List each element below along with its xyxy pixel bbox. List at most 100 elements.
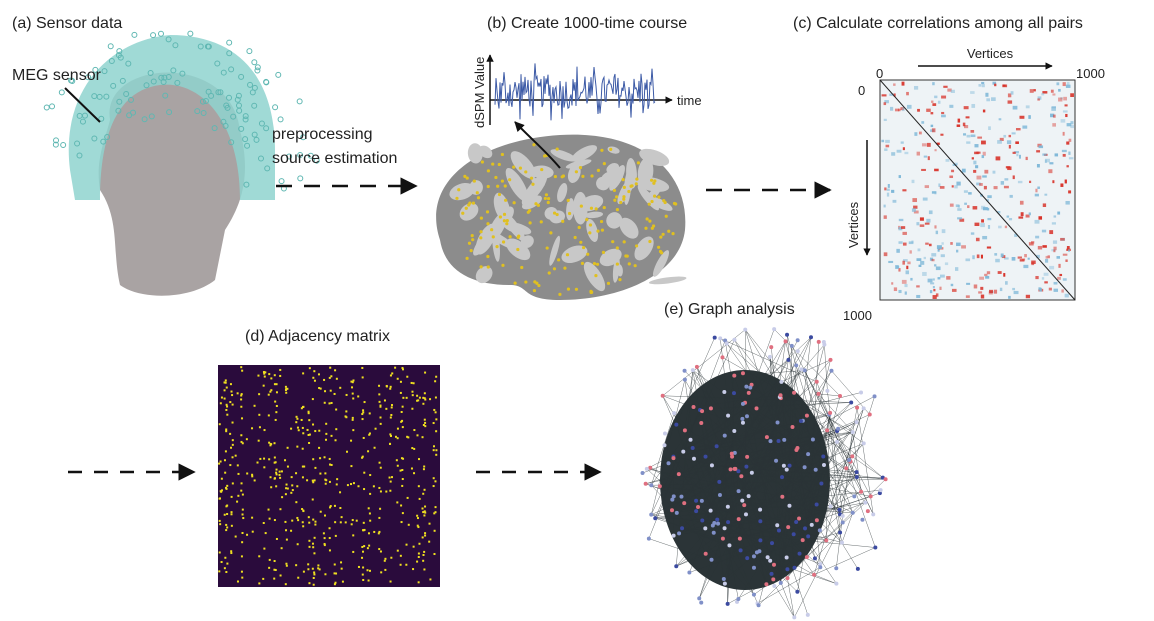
node [799, 419, 803, 423]
vertex [566, 253, 569, 256]
node [811, 438, 815, 442]
vertex [502, 240, 505, 243]
matrix-cell [292, 489, 294, 491]
matrix-cell [363, 488, 365, 490]
matrix-cell [1039, 288, 1041, 292]
matrix-cell [224, 567, 226, 569]
matrix-cell [413, 472, 415, 474]
node [726, 414, 730, 418]
matrix-cell [1029, 181, 1031, 183]
matrix-cell [330, 390, 332, 392]
matrix-cell [433, 485, 435, 487]
node [745, 455, 749, 459]
sensor [252, 60, 257, 65]
matrix-cell [287, 466, 289, 468]
matrix-cell [424, 419, 426, 421]
matrix-cell [218, 463, 220, 465]
vertex [481, 160, 484, 163]
vertex [540, 220, 543, 223]
node [658, 484, 662, 488]
node [785, 468, 789, 472]
matrix-cell [334, 393, 336, 395]
vertex [596, 229, 599, 232]
matrix-cell [931, 259, 934, 261]
matrix-cell [262, 578, 264, 580]
node [732, 429, 736, 433]
matrix-cell [242, 517, 244, 519]
matrix-cell [987, 218, 991, 220]
matrix-cell [964, 190, 968, 193]
matrix-cell [369, 512, 371, 514]
node [838, 394, 842, 398]
vertex [530, 177, 533, 180]
node [859, 490, 863, 494]
matrix-cell [335, 409, 337, 411]
matrix-cell [422, 397, 424, 399]
matrix-cell [1013, 152, 1016, 154]
matrix-cell [312, 424, 314, 426]
matrix-cell [274, 478, 276, 480]
matrix-cell [232, 456, 234, 458]
matrix-cell [435, 418, 437, 420]
vertex [650, 179, 653, 182]
matrix-cell [296, 416, 298, 418]
matrix-cell [275, 485, 277, 487]
vertex [547, 201, 550, 204]
matrix-cell [251, 517, 253, 519]
matrix-cell [916, 285, 920, 287]
matrix-cell [902, 261, 905, 265]
matrix-cell [417, 526, 419, 528]
matrix-cell [330, 505, 332, 507]
matrix-cell [416, 395, 418, 397]
matrix-cell [1023, 265, 1028, 268]
matrix-cell [368, 507, 370, 509]
matrix-cell [230, 383, 232, 385]
matrix-cell [390, 414, 392, 416]
matrix-cell [907, 262, 910, 265]
node [681, 450, 685, 454]
matrix-cell [934, 225, 936, 228]
node [758, 508, 762, 512]
matrix-cell [324, 472, 326, 474]
vertex [615, 195, 618, 198]
node [645, 467, 649, 471]
vertex [492, 235, 495, 238]
vertex [513, 201, 516, 204]
matrix-cell [352, 519, 354, 521]
matrix-cell [964, 203, 967, 205]
matrix-cell [240, 406, 242, 408]
vertex [662, 199, 665, 202]
matrix-cell [400, 392, 402, 394]
node [851, 430, 855, 434]
matrix-cell [295, 501, 297, 503]
matrix-cell [411, 391, 413, 393]
node [834, 582, 838, 586]
node [723, 434, 727, 438]
node [818, 565, 822, 569]
matrix-cell [285, 487, 287, 489]
matrix-cell [225, 524, 227, 526]
matrix-cell [373, 531, 375, 533]
matrix-cell [324, 573, 326, 575]
matrix-cell [934, 96, 937, 99]
panel-title: (a) Sensor data [12, 15, 122, 32]
matrix-cell [419, 397, 421, 399]
vertex [613, 189, 616, 192]
matrix-cell [368, 545, 370, 547]
matrix-cell [973, 206, 978, 209]
node [752, 593, 756, 597]
matrix-cell [934, 264, 936, 266]
node [829, 358, 833, 362]
matrix-cell [236, 501, 238, 503]
matrix-cell [916, 222, 919, 225]
matrix-cell [312, 498, 314, 500]
matrix-cell [881, 140, 884, 142]
matrix-cell [422, 493, 424, 495]
matrix-cell [291, 520, 293, 522]
node [799, 367, 803, 371]
vertex [465, 257, 468, 260]
matrix-cell [308, 434, 310, 436]
matrix-cell [226, 513, 228, 515]
vertex [609, 148, 612, 151]
node [772, 563, 776, 567]
